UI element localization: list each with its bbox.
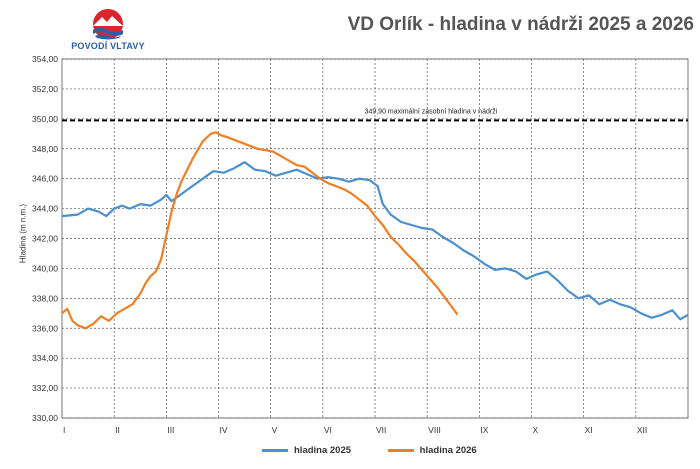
x-tick-label: II bbox=[115, 425, 120, 435]
reference-line-group: 349,90 maximální zásobní hladina v nádrž… bbox=[62, 108, 688, 122]
x-tick-label: VIII bbox=[428, 425, 441, 435]
legend-label-2026: hladina 2026 bbox=[419, 445, 477, 456]
legend-label-2025: hladina 2025 bbox=[294, 445, 352, 456]
y-tick-label: 346,00 bbox=[32, 174, 58, 184]
x-tick-label: X bbox=[533, 425, 539, 435]
y-tick-label: 354,00 bbox=[32, 54, 58, 64]
series-line-2026 bbox=[61, 131, 459, 330]
legend: hladina 2025 hladina 2026 bbox=[262, 444, 511, 456]
y-tick-label: 350,00 bbox=[32, 114, 58, 124]
legend-item-2025: hladina 2025 bbox=[262, 445, 351, 456]
legend-swatch-2026 bbox=[387, 449, 414, 452]
chart-title: VD Orlík - hladina v nádrži 2025 a 2026 bbox=[347, 14, 694, 35]
x-tick-label: III bbox=[167, 425, 174, 435]
povodi-vltavy-logo bbox=[93, 9, 123, 40]
x-tick-label: VI bbox=[324, 425, 332, 435]
legend-swatch-2025 bbox=[262, 449, 288, 452]
x-tick-label: IX bbox=[480, 425, 488, 435]
y-tick-label: 336,00 bbox=[32, 323, 58, 333]
y-tick-label: 332,00 bbox=[32, 383, 58, 393]
series-group bbox=[61, 131, 689, 330]
legend-item-2026: hladina 2026 bbox=[387, 445, 477, 456]
x-tick-label: IV bbox=[220, 425, 228, 435]
y-tick-label: 342,00 bbox=[32, 234, 58, 244]
y-tick-label: 334,00 bbox=[32, 353, 58, 363]
x-tick-label: V bbox=[272, 425, 278, 435]
x-tick-label: I bbox=[63, 425, 65, 435]
y-tick-label: 344,00 bbox=[32, 204, 58, 214]
y-tick-label: 338,00 bbox=[32, 293, 58, 303]
y-tick-label: 348,00 bbox=[32, 144, 58, 154]
series-line-2025 bbox=[61, 161, 689, 321]
axes: 330,00 332,00 334,00 336,00 338,00 340,00 342,… bbox=[32, 54, 689, 435]
x-tick-label: XII bbox=[637, 425, 647, 435]
max-level-label: 349,90 maximální zásobní hladina v nádrž… bbox=[365, 108, 498, 115]
y-tick-label: 352,00 bbox=[32, 84, 58, 94]
logo-text: POVODÍ VLTAVY bbox=[71, 41, 145, 51]
x-tick-label: VII bbox=[376, 425, 386, 435]
y-tick-label: 330,00 bbox=[32, 413, 58, 423]
plot-frame bbox=[61, 58, 689, 419]
x-tick-label: XI bbox=[585, 425, 593, 435]
y-tick-label: 340,00 bbox=[32, 263, 58, 273]
